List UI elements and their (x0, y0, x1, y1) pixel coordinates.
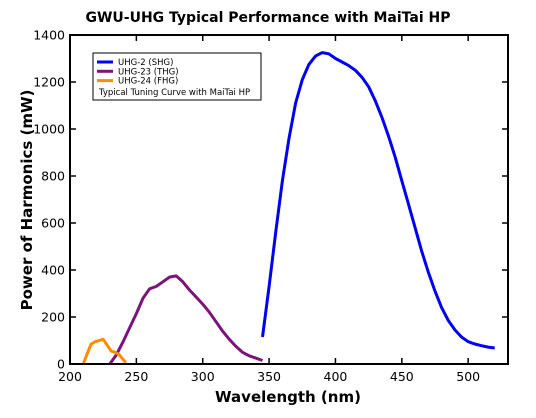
legend-box (92, 52, 262, 101)
legend-entry: UHG-23 (THG) (118, 67, 179, 77)
ticks-layer: 200 250 300 350 400 450 5000200400600800100012… (33, 28, 508, 384)
series-line (81, 337, 127, 365)
y-tick-label: 600 (41, 216, 65, 231)
x-axis-label: Wavelength (nm) (215, 388, 361, 406)
y-tick-label: 0 (57, 357, 65, 372)
x-tick-label: 450 (390, 369, 414, 384)
series-line (261, 51, 495, 350)
series-layer (81, 51, 495, 365)
x-tick-label: 350 (257, 369, 281, 384)
y-tick-label: 1200 (33, 75, 65, 90)
legend: UHG-2 (SHG)UHG-23 (THG)UHG-24 (FHG)Typic… (92, 52, 262, 101)
x-tick-label: 300 (191, 369, 215, 384)
x-tick-label: 200 (58, 369, 82, 384)
y-tick-label: 1400 (33, 28, 65, 43)
legend-note: Typical Tuning Curve with MaiTai HP (98, 88, 250, 98)
x-tick-label: 500 (456, 369, 480, 384)
y-tick-label: 1000 (33, 122, 65, 137)
legend-entry: UHG-2 (SHG) (118, 58, 173, 68)
y-axis-label: Power of Harmonics (mW) (18, 90, 36, 311)
chart-title: GWU-UHG Typical Performance with MaiTai … (85, 10, 450, 26)
x-tick-label: 250 (124, 369, 148, 384)
legend-entry: UHG-24 (FHG) (118, 77, 178, 87)
x-tick-label: 400 (324, 369, 348, 384)
series-line (108, 274, 264, 365)
y-tick-label: 400 (41, 263, 65, 278)
y-tick-label: 800 (41, 169, 65, 184)
plot-frame (69, 34, 509, 365)
y-tick-label: 200 (41, 310, 65, 325)
